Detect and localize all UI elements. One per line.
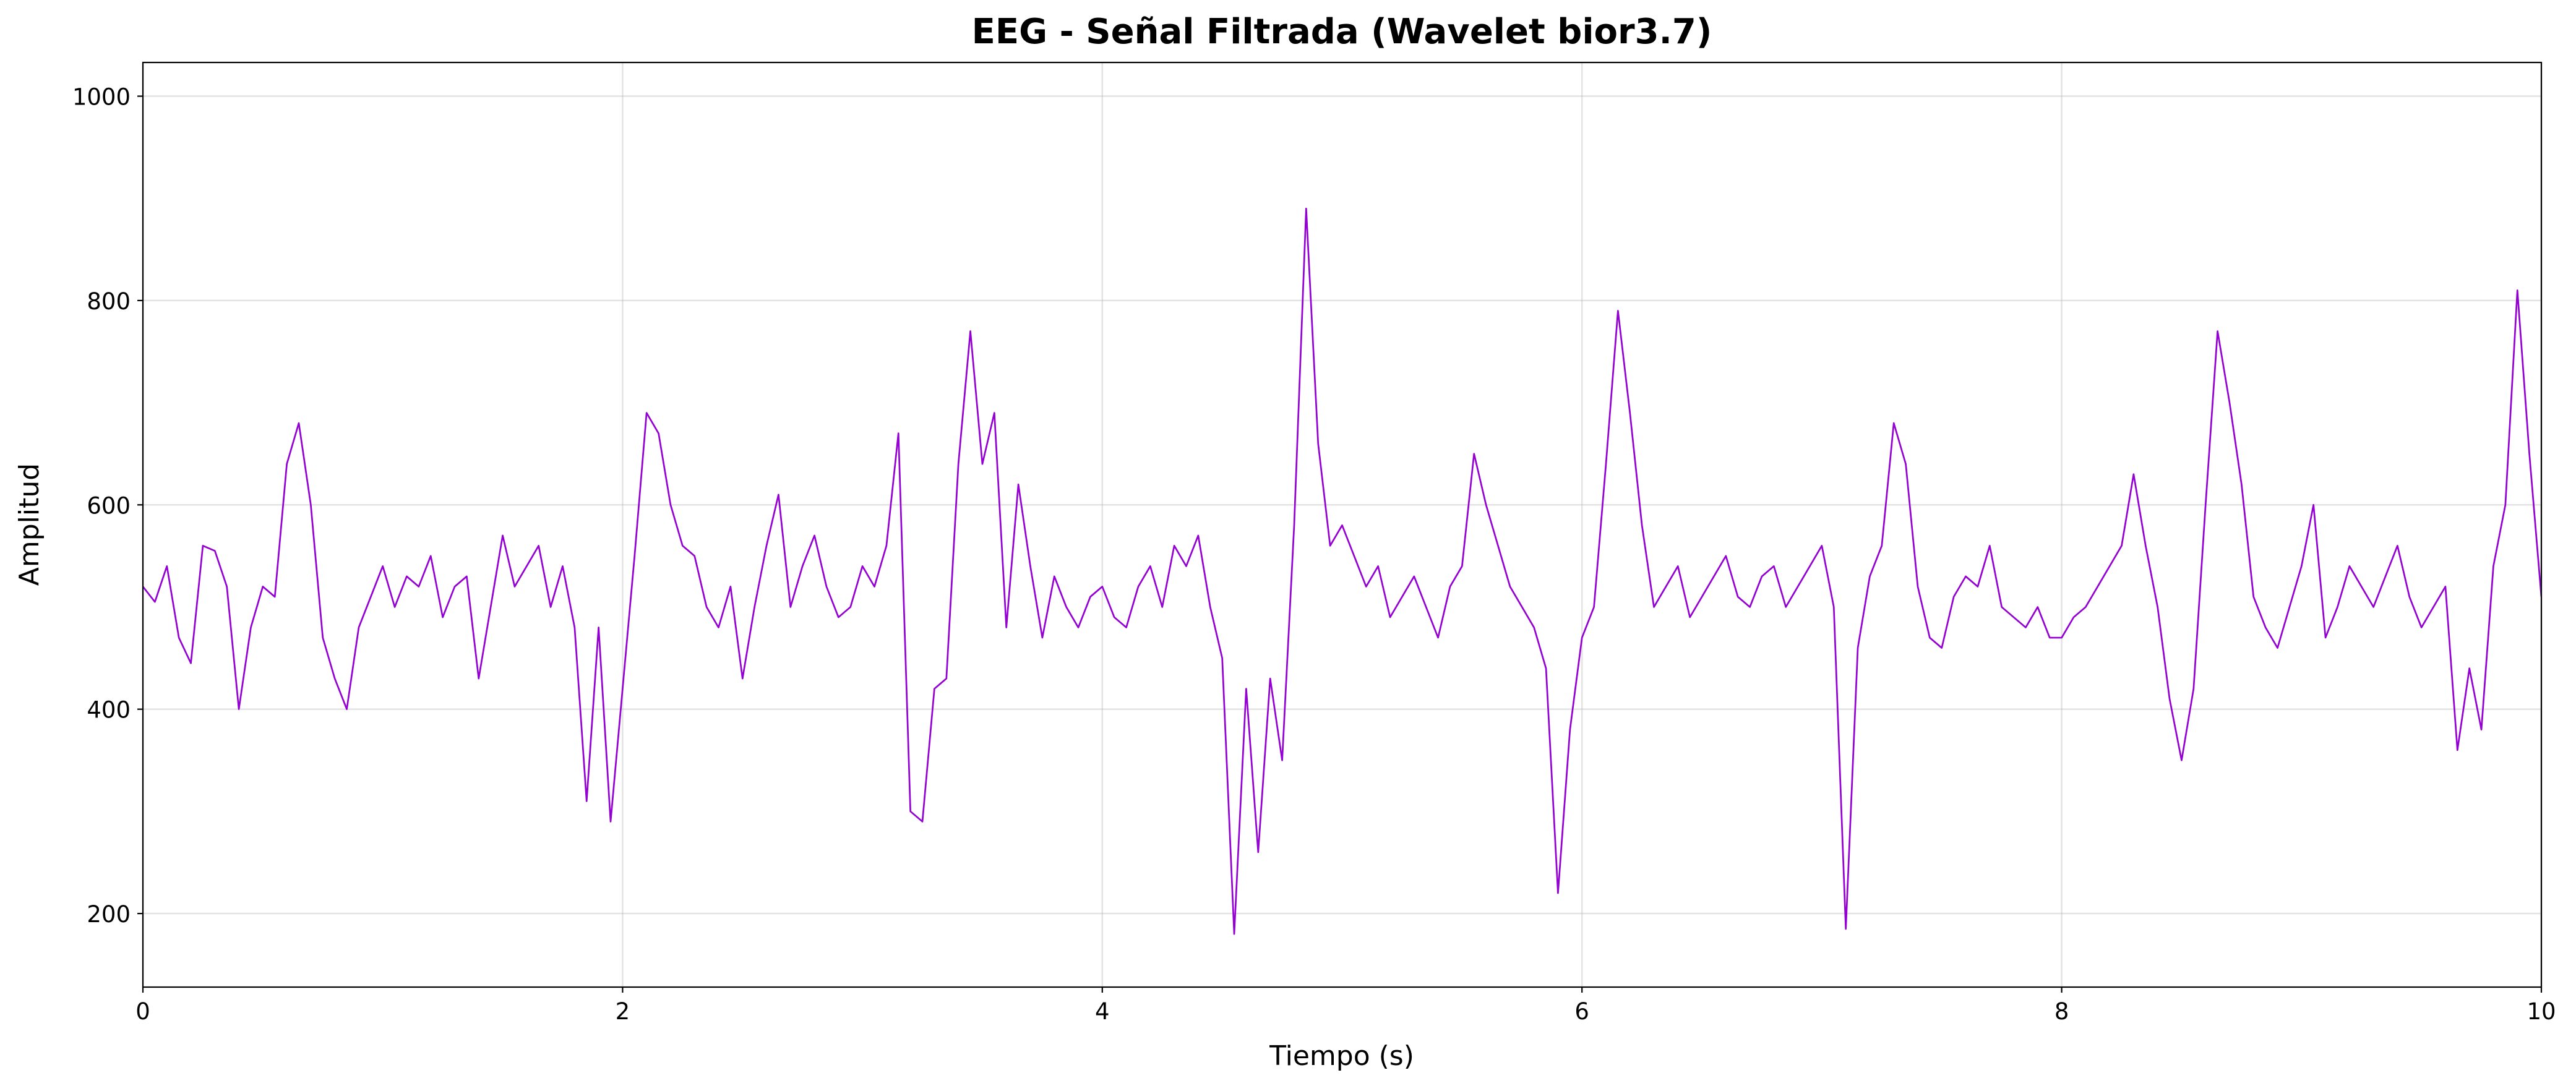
x-tick-label: 6: [1574, 998, 1589, 1025]
x-tick-label: 4: [1095, 998, 1110, 1025]
x-tick-label: 2: [616, 998, 630, 1025]
x-tick-label: 10: [2527, 998, 2556, 1025]
y-tick-label: 1000: [72, 84, 131, 111]
y-tick-label: 400: [87, 697, 131, 724]
y-axis-label: Amplitud: [14, 463, 45, 586]
x-tick-label: 8: [2054, 998, 2069, 1025]
x-tick-label: 0: [135, 998, 150, 1025]
signal-line: [143, 207, 2541, 935]
x-axis-label: Tiempo (s): [1269, 1040, 1414, 1072]
plot-frame: [142, 61, 2543, 988]
y-tick-label: 200: [87, 901, 131, 928]
y-tick-label: 600: [87, 492, 131, 519]
y-tick-label: 800: [87, 288, 131, 315]
chart-title: EEG - Señal Filtrada (Wavelet bior3.7): [972, 12, 1712, 52]
